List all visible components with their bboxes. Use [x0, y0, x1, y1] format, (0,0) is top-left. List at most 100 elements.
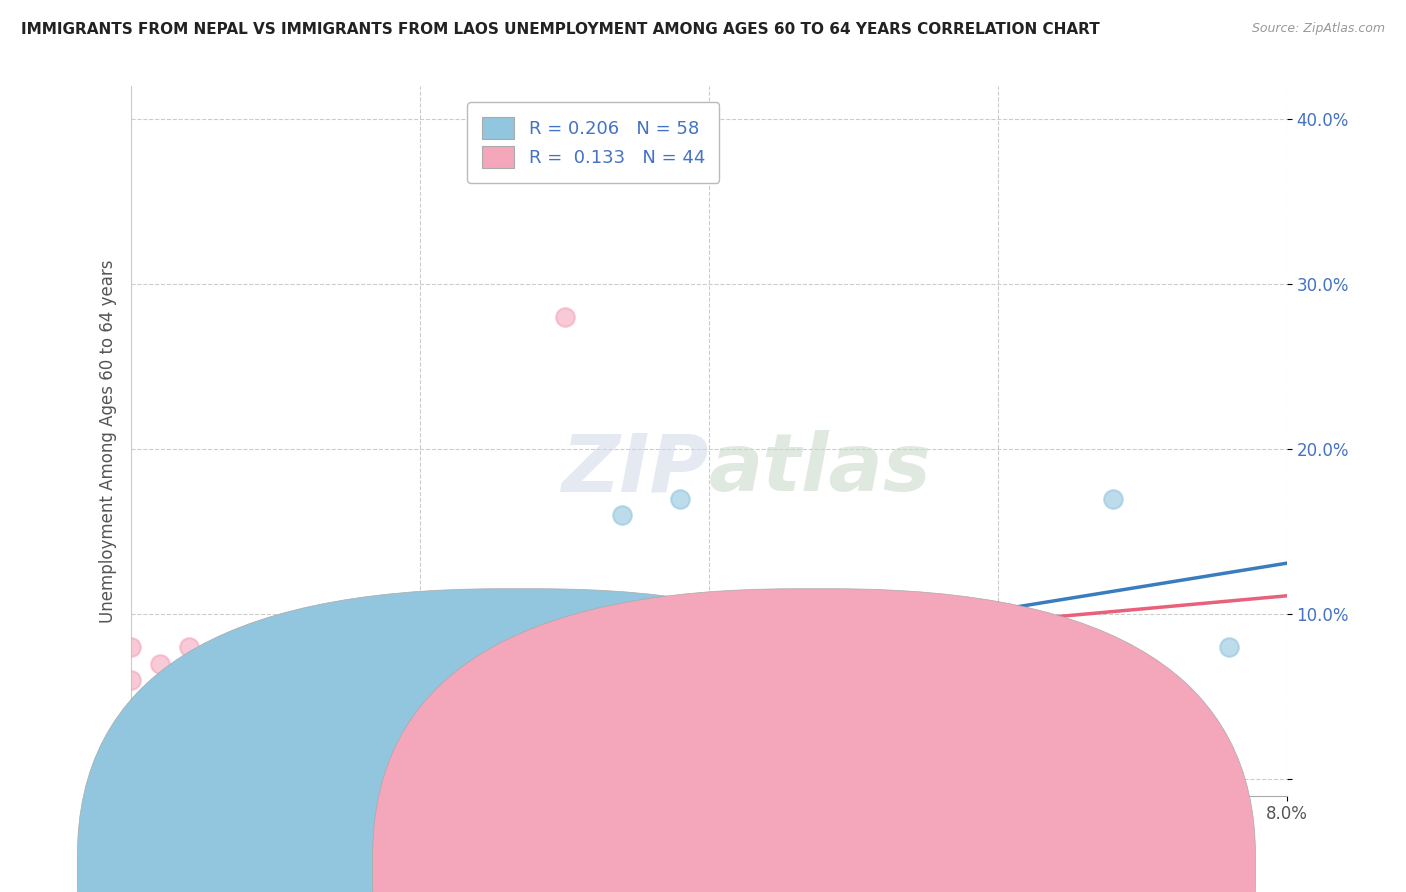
Point	[120, 772, 142, 787]
Point	[120, 739, 142, 754]
Text: Immigrants from Laos: Immigrants from Laos	[844, 863, 1012, 877]
Point	[207, 723, 229, 737]
Point	[1102, 491, 1125, 506]
Point	[264, 706, 287, 721]
Point	[163, 673, 186, 688]
Point	[149, 739, 172, 754]
Point	[207, 657, 229, 671]
Point	[842, 690, 865, 704]
Point	[149, 756, 172, 770]
Point	[177, 739, 200, 754]
Point	[207, 739, 229, 754]
Point	[380, 772, 402, 787]
Point	[120, 772, 142, 787]
Point	[366, 640, 388, 655]
Point	[481, 624, 503, 638]
Point	[336, 690, 359, 704]
Point	[943, 657, 966, 671]
Legend: R = 0.206   N = 58, R =  0.133   N = 44: R = 0.206 N = 58, R = 0.133 N = 44	[467, 103, 720, 183]
Point	[914, 690, 936, 704]
Point	[221, 723, 243, 737]
Point	[120, 673, 142, 688]
Point	[120, 772, 142, 787]
Point	[553, 690, 575, 704]
Point	[423, 673, 446, 688]
Point	[236, 772, 259, 787]
Point	[149, 706, 172, 721]
Point	[177, 673, 200, 688]
Point	[221, 690, 243, 704]
Point	[437, 657, 460, 671]
Point	[193, 657, 215, 671]
Point	[120, 772, 142, 787]
Point	[395, 640, 418, 655]
Point	[163, 690, 186, 704]
Point	[697, 673, 720, 688]
Point	[366, 673, 388, 688]
Point	[322, 690, 344, 704]
Text: Immigrants from Nepal: Immigrants from Nepal	[548, 863, 725, 877]
Point	[294, 640, 316, 655]
Point	[135, 756, 157, 770]
Point	[120, 772, 142, 787]
Point	[380, 657, 402, 671]
Point	[524, 640, 547, 655]
Point	[193, 706, 215, 721]
Point	[352, 657, 374, 671]
Point	[149, 772, 172, 787]
Point	[553, 310, 575, 325]
Point	[221, 756, 243, 770]
Point	[193, 690, 215, 704]
Point	[163, 772, 186, 787]
Point	[135, 690, 157, 704]
Text: IMMIGRANTS FROM NEPAL VS IMMIGRANTS FROM LAOS UNEMPLOYMENT AMONG AGES 60 TO 64 Y: IMMIGRANTS FROM NEPAL VS IMMIGRANTS FROM…	[21, 22, 1099, 37]
Point	[120, 756, 142, 770]
Point	[308, 624, 330, 638]
Point	[135, 739, 157, 754]
Point	[683, 690, 706, 704]
Y-axis label: Unemployment Among Ages 60 to 64 years: Unemployment Among Ages 60 to 64 years	[100, 260, 117, 623]
Point	[120, 640, 142, 655]
Point	[135, 723, 157, 737]
Point	[193, 772, 215, 787]
Point	[120, 723, 142, 737]
Point	[395, 739, 418, 754]
Point	[409, 690, 432, 704]
Point	[135, 772, 157, 787]
Text: ZIP: ZIP	[561, 431, 709, 508]
Point	[495, 673, 517, 688]
Point	[842, 657, 865, 671]
Point	[250, 739, 273, 754]
Point	[423, 723, 446, 737]
Point	[250, 706, 273, 721]
Point	[612, 673, 634, 688]
Point	[308, 723, 330, 737]
Text: atlas: atlas	[709, 431, 932, 508]
Point	[582, 640, 605, 655]
Point	[669, 491, 692, 506]
Point	[336, 657, 359, 671]
Point	[582, 657, 605, 671]
Point	[640, 657, 662, 671]
Point	[770, 673, 793, 688]
Point	[640, 624, 662, 638]
Point	[120, 756, 142, 770]
Point	[741, 640, 763, 655]
Point	[278, 673, 301, 688]
Point	[207, 690, 229, 704]
Point	[711, 640, 734, 655]
Point	[453, 640, 475, 655]
Point	[236, 657, 259, 671]
Point	[524, 657, 547, 671]
Point	[278, 690, 301, 704]
Point	[467, 706, 489, 721]
Point	[177, 756, 200, 770]
Point	[1015, 657, 1038, 671]
Point	[120, 756, 142, 770]
Point	[352, 706, 374, 721]
Point	[785, 706, 807, 721]
Point	[207, 772, 229, 787]
Point	[149, 657, 172, 671]
Text: Source: ZipAtlas.com: Source: ZipAtlas.com	[1251, 22, 1385, 36]
Point	[264, 673, 287, 688]
